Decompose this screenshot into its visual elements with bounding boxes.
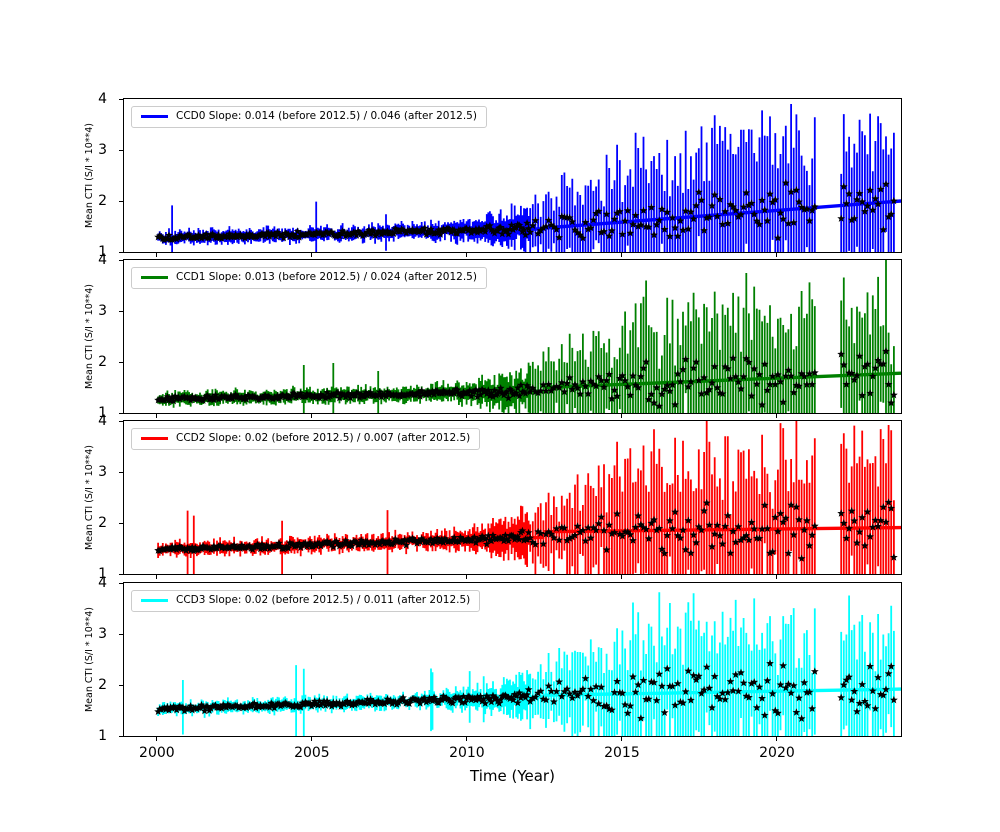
y-tick-label: 4 <box>98 413 107 429</box>
y-tick-label: 4 <box>98 91 107 107</box>
panel-ccd1: CCD1 Slope: 0.013 (before 2012.5) / 0.02… <box>123 259 902 414</box>
panel-ccd3: CCD3 Slope: 0.02 (before 2012.5) / 0.011… <box>123 582 902 737</box>
y-tick-label: 2 <box>98 193 107 209</box>
x-tick-mark <box>156 575 158 579</box>
y-tick-label: 2 <box>98 354 107 370</box>
y-tick-label: 1 <box>98 405 107 421</box>
ccd3-legend-label: CCD3 Slope: 0.02 (before 2012.5) / 0.011… <box>176 594 471 606</box>
x-tick-mark <box>466 253 468 257</box>
y-tick-mark <box>119 684 123 686</box>
y-tick-mark <box>119 582 123 584</box>
y-tick-mark <box>119 200 123 202</box>
x-tick-mark <box>466 737 468 741</box>
ccd3-plot-area <box>154 592 901 736</box>
x-tick-mark <box>621 414 623 418</box>
ccd2-legend: CCD2 Slope: 0.02 (before 2012.5) / 0.007… <box>131 428 481 450</box>
x-tick-mark <box>311 253 313 257</box>
ccd1-legend-line-icon <box>141 276 168 280</box>
x-tick-label: 2015 <box>604 745 640 761</box>
ccd0-legend: CCD0 Slope: 0.014 (before 2012.5) / 0.04… <box>131 106 487 128</box>
y-tick-mark <box>119 259 123 261</box>
y-tick-label: 4 <box>98 252 107 268</box>
x-tick-label: 2010 <box>449 745 485 761</box>
x-tick-mark <box>311 575 313 579</box>
y-tick-mark <box>119 735 123 737</box>
y-tick-label: 1 <box>98 728 107 744</box>
ccd3-legend: CCD3 Slope: 0.02 (before 2012.5) / 0.011… <box>131 590 481 612</box>
ccd1-plot-area <box>154 260 901 413</box>
x-tick-mark <box>621 253 623 257</box>
x-tick-label: 2005 <box>294 745 330 761</box>
y-tick-label: 2 <box>98 677 107 693</box>
y-tick-label: 3 <box>98 142 107 158</box>
x-axis-label: Time (Year) <box>470 767 555 785</box>
y-tick-label: 3 <box>98 626 107 642</box>
x-tick-mark <box>311 737 313 741</box>
y-tick-mark <box>119 420 123 422</box>
x-tick-mark <box>776 737 778 741</box>
x-tick-mark <box>776 253 778 257</box>
y-axis-label-ccd3: Mean CTI (S/I * 10**4) <box>84 606 95 713</box>
x-tick-mark <box>156 414 158 418</box>
y-tick-label: 3 <box>98 303 107 319</box>
y-tick-mark <box>119 310 123 312</box>
y-tick-label: 4 <box>98 575 107 591</box>
ccd2-legend-label: CCD2 Slope: 0.02 (before 2012.5) / 0.007… <box>176 432 471 444</box>
y-tick-mark <box>119 412 123 414</box>
y-tick-label: 1 <box>98 244 107 260</box>
y-tick-label: 3 <box>98 464 107 480</box>
ccd3-legend-line-icon <box>141 599 168 603</box>
panel-ccd2: CCD2 Slope: 0.02 (before 2012.5) / 0.007… <box>123 420 902 575</box>
y-axis-label-ccd0: Mean CTI (S/I * 10**4) <box>84 122 95 229</box>
x-tick-mark <box>621 737 623 741</box>
y-tick-label: 1 <box>98 566 107 582</box>
y-tick-mark <box>119 633 123 635</box>
x-tick-mark <box>621 575 623 579</box>
ccd2-legend-line-icon <box>141 437 168 441</box>
ccd2-data-point-markers <box>154 498 898 562</box>
x-tick-label: 2020 <box>759 745 795 761</box>
ccd2-plot-area <box>154 421 901 574</box>
y-tick-mark <box>119 573 123 575</box>
x-tick-mark <box>466 414 468 418</box>
ccd0-plot-area <box>154 104 901 252</box>
y-tick-mark <box>119 522 123 524</box>
y-axis-label-ccd2: Mean CTI (S/I * 10**4) <box>84 444 95 551</box>
y-tick-mark <box>119 98 123 100</box>
x-tick-label: 2000 <box>139 745 175 761</box>
x-tick-mark <box>156 737 158 741</box>
x-tick-mark <box>156 253 158 257</box>
panel-ccd0: CCD0 Slope: 0.014 (before 2012.5) / 0.04… <box>123 98 902 253</box>
ccd1-legend-label: CCD1 Slope: 0.013 (before 2012.5) / 0.02… <box>176 271 477 283</box>
ccd3-data-point-markers <box>154 659 898 722</box>
ccd1-data-point-markers <box>154 347 898 410</box>
y-tick-mark <box>119 149 123 151</box>
y-axis-label-ccd1: Mean CTI (S/I * 10**4) <box>84 283 95 390</box>
y-tick-label: 2 <box>98 515 107 531</box>
y-tick-mark <box>119 471 123 473</box>
ccd0-data-point-markers <box>154 178 898 244</box>
ccd1-legend: CCD1 Slope: 0.013 (before 2012.5) / 0.02… <box>131 267 487 289</box>
x-tick-mark <box>776 414 778 418</box>
y-tick-mark <box>119 361 123 363</box>
ccd0-trend-line-after <box>544 199 901 230</box>
ccd0-legend-line-icon <box>141 115 168 119</box>
y-tick-mark <box>119 251 123 253</box>
x-tick-mark <box>466 575 468 579</box>
x-tick-mark <box>776 575 778 579</box>
ccd0-legend-label: CCD0 Slope: 0.014 (before 2012.5) / 0.04… <box>176 110 477 122</box>
x-tick-mark <box>311 414 313 418</box>
